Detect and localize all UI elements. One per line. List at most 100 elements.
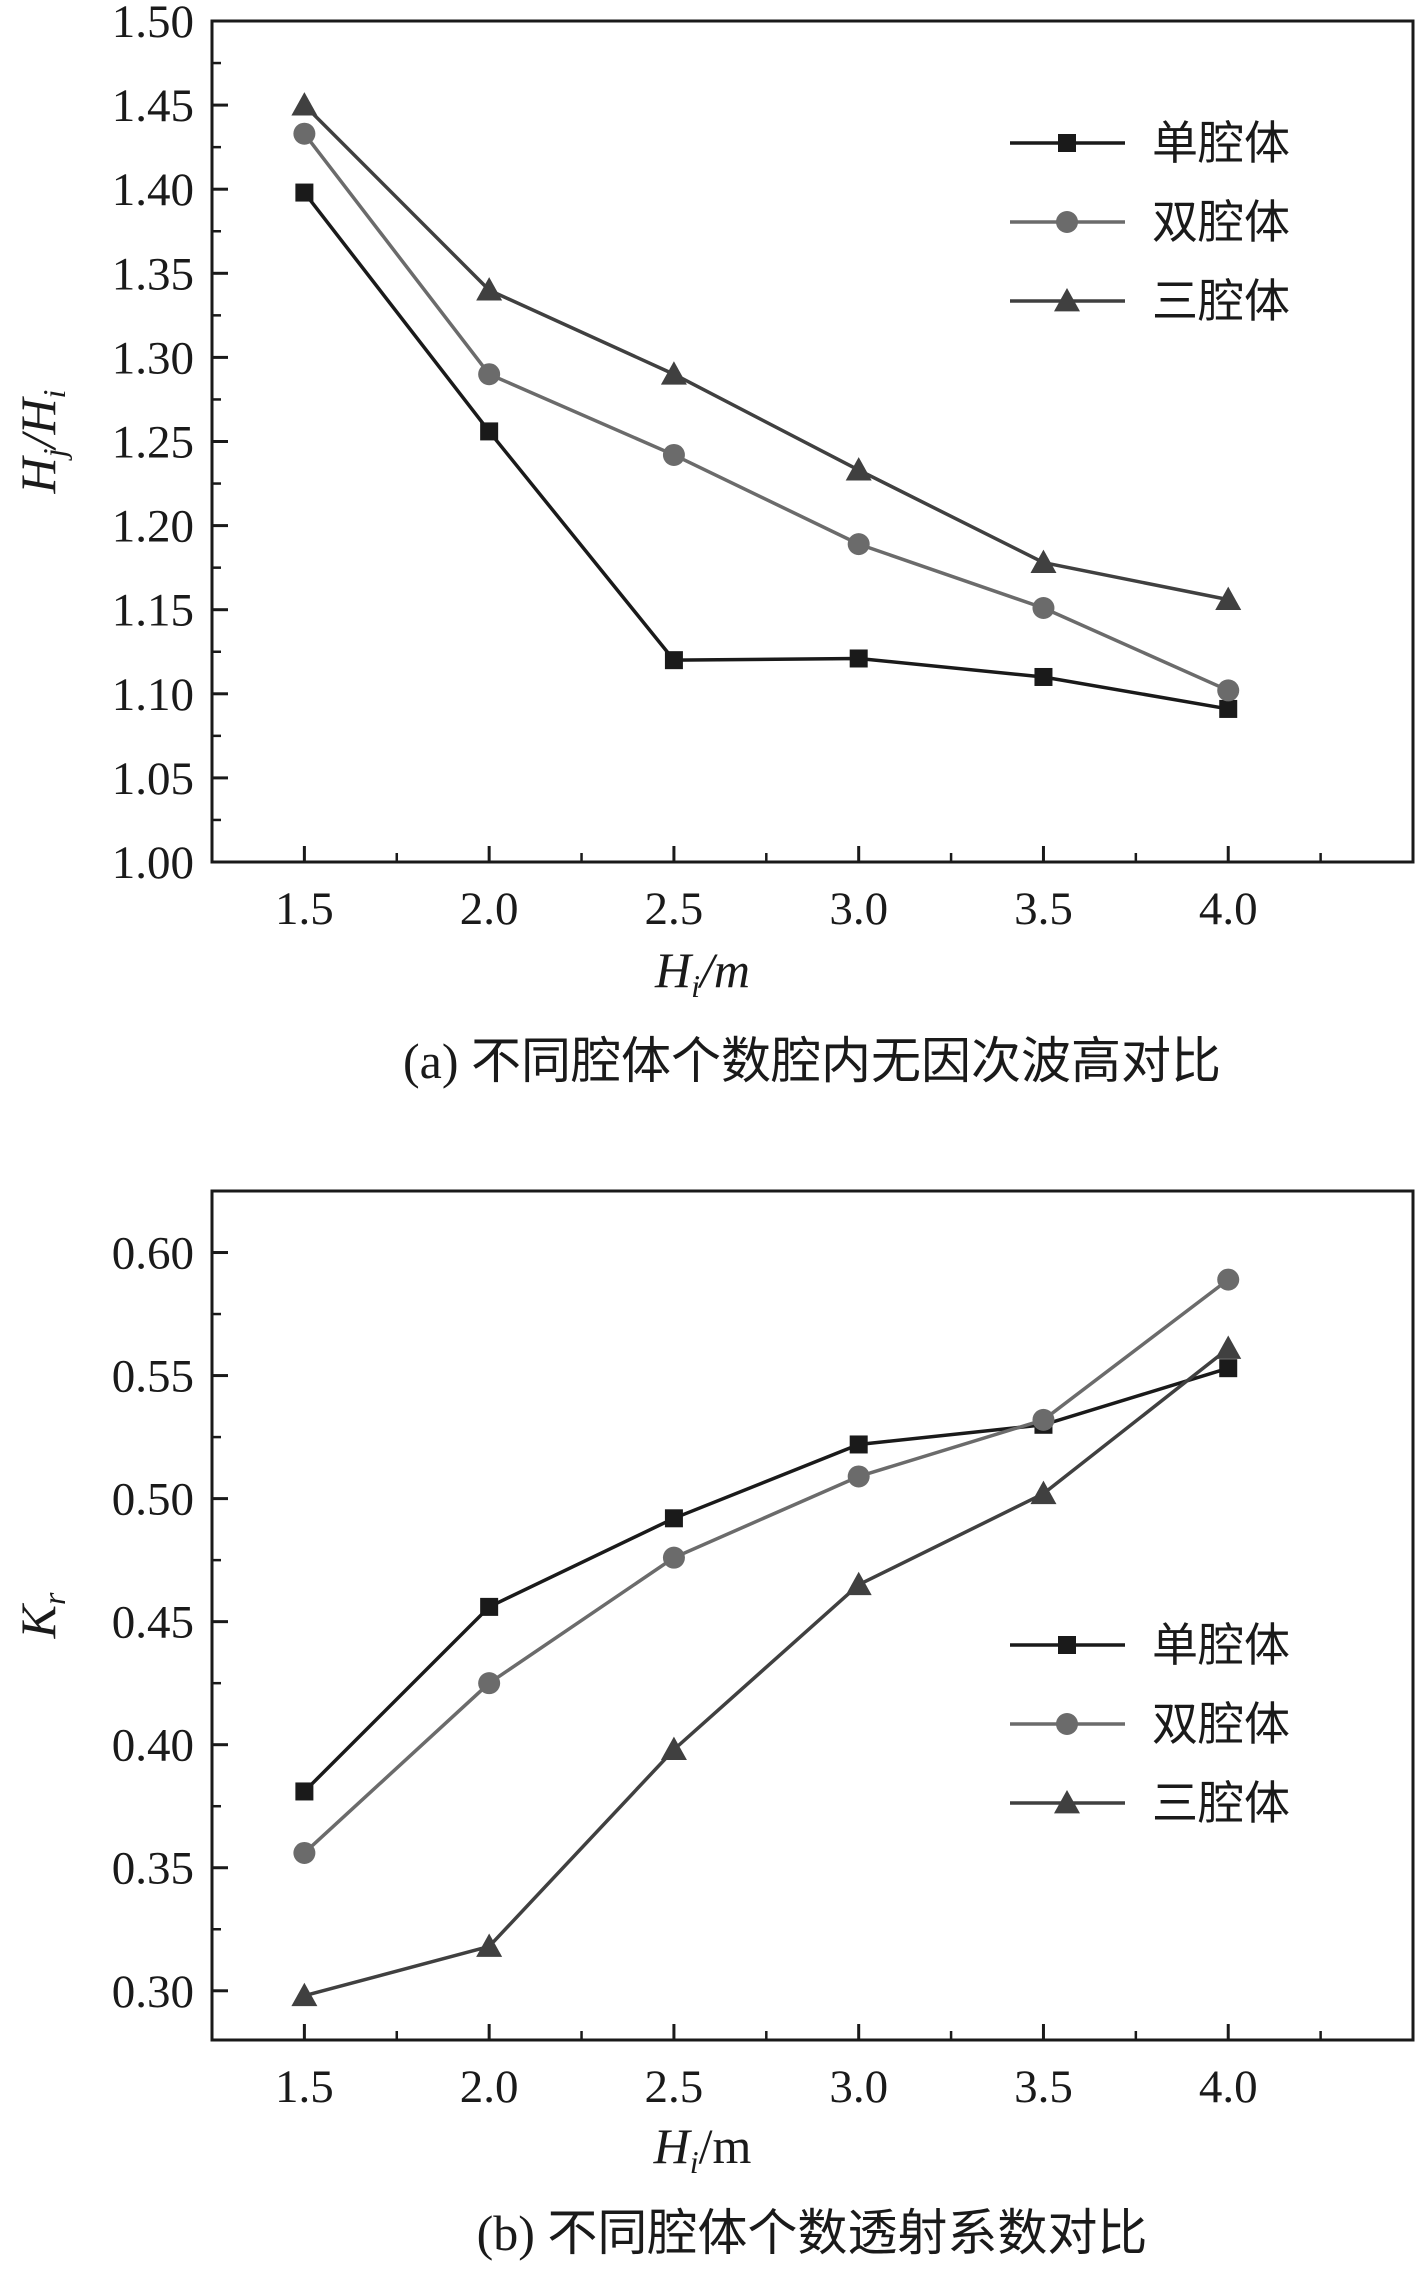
y-tick-label: 1.10 bbox=[112, 669, 194, 721]
data-point bbox=[478, 363, 501, 386]
data-point bbox=[1215, 1335, 1242, 1359]
y-tick-label: 1.45 bbox=[112, 80, 194, 132]
data-point bbox=[1215, 586, 1242, 611]
data-point bbox=[1219, 1359, 1238, 1378]
chart-b: 0.30 0.35 0.40 0.45 0.50 0.55 0.60 1.5 2.0 2.5 3.0… bbox=[10, 1189, 1415, 2261]
data-point bbox=[662, 443, 685, 466]
y-tick-label: 1.50 bbox=[112, 0, 194, 48]
y-axis-title-sub: i bbox=[36, 390, 72, 399]
data-point bbox=[664, 1509, 683, 1528]
data-point bbox=[845, 1571, 872, 1596]
data-point bbox=[1034, 667, 1053, 686]
x-axis-title-main: H bbox=[653, 2118, 693, 2174]
y-tick-label: 1.05 bbox=[112, 753, 194, 805]
x-tick-label: 3.5 bbox=[1014, 2061, 1073, 2113]
data-point bbox=[476, 277, 503, 301]
legend-label: 三腔体 bbox=[1152, 1776, 1290, 1830]
x-tick-label: 4.0 bbox=[1199, 2061, 1258, 2113]
data-point bbox=[1030, 1480, 1057, 1505]
data-point bbox=[664, 651, 683, 670]
x-tick-label: 2.5 bbox=[645, 883, 704, 935]
chart-caption: (b) 不同腔体个数透射系数对比 bbox=[477, 2205, 1148, 2261]
legend-marker bbox=[1056, 1713, 1078, 1735]
data-point bbox=[847, 533, 870, 556]
series-line bbox=[302, 132, 1229, 693]
x-tick-label: 2.0 bbox=[460, 883, 519, 935]
data-point bbox=[849, 649, 868, 668]
series-line bbox=[303, 1278, 1230, 1855]
y-tick-label: 1.20 bbox=[112, 501, 194, 553]
y-tick-label: 1.30 bbox=[112, 332, 194, 384]
x-axis-title-sub: i bbox=[691, 968, 700, 1004]
series-line bbox=[303, 1366, 1229, 1793]
data-point bbox=[1032, 1408, 1055, 1431]
data-point bbox=[845, 457, 872, 481]
y-tick-label: 1.00 bbox=[112, 837, 194, 889]
x-tick-label: 1.5 bbox=[275, 2061, 334, 2113]
y-axis-title-main: K bbox=[10, 1602, 66, 1639]
series-line bbox=[303, 1347, 1230, 1998]
y-axis-title: Hj/Hi bbox=[10, 390, 72, 495]
series-line bbox=[303, 191, 1229, 711]
data-point bbox=[293, 1841, 316, 1864]
y-tick-label: 0.40 bbox=[112, 1720, 194, 1772]
legend-label: 单腔体 bbox=[1152, 1618, 1290, 1672]
x-axis-title-suffix: /m bbox=[697, 942, 750, 998]
x-axis-title: Hi/m bbox=[653, 2118, 752, 2180]
y-axis-title-mid: /H bbox=[10, 396, 66, 452]
data-point bbox=[480, 1597, 499, 1616]
chart-caption: (a) 不同腔体个数腔内无因次波高对比 bbox=[403, 1033, 1221, 1089]
x-axis-title-main: H bbox=[654, 942, 694, 998]
data-point bbox=[295, 1782, 314, 1801]
x-tick-label: 2.5 bbox=[645, 2061, 704, 2113]
data-point bbox=[847, 1465, 870, 1488]
data-point bbox=[660, 1736, 687, 1761]
y-axis-title: Kr bbox=[10, 1592, 72, 1639]
x-tick-label: 1.5 bbox=[275, 883, 334, 935]
data-point bbox=[660, 361, 687, 385]
y-tick-label: 0.50 bbox=[112, 1474, 194, 1526]
data-point bbox=[1032, 597, 1055, 620]
data-point bbox=[291, 1982, 318, 2007]
data-point bbox=[291, 92, 318, 116]
x-tick-label: 4.0 bbox=[1199, 883, 1258, 935]
legend-label: 双腔体 bbox=[1152, 195, 1290, 249]
y-tick-label: 0.60 bbox=[112, 1228, 194, 1280]
legend-marker bbox=[1054, 288, 1080, 312]
y-tick-label: 0.35 bbox=[112, 1843, 194, 1895]
legend-marker bbox=[1058, 134, 1076, 152]
x-tick-label: 2.0 bbox=[460, 2061, 519, 2113]
y-tick-label: 0.30 bbox=[112, 1966, 194, 2018]
y-tick-label: 1.35 bbox=[112, 248, 194, 300]
y-tick-label: 1.15 bbox=[112, 585, 194, 637]
x-axis-title-suffix: /m bbox=[699, 2118, 752, 2174]
y-axis-title-main: H bbox=[10, 454, 66, 494]
plot-frame bbox=[210, 1189, 1415, 2042]
data-point bbox=[1219, 699, 1238, 718]
data-point bbox=[1030, 549, 1057, 574]
data-point bbox=[480, 422, 499, 441]
data-point bbox=[478, 1672, 501, 1695]
legend-label: 三腔体 bbox=[1152, 274, 1290, 328]
y-tick-label: 0.45 bbox=[112, 1597, 194, 1649]
y-axis-title-sub: r bbox=[36, 1592, 72, 1605]
data-point bbox=[295, 183, 314, 202]
y-tick-label: 0.55 bbox=[112, 1351, 194, 1403]
x-tick-label: 3.0 bbox=[829, 883, 888, 935]
y-tick-label: 1.40 bbox=[112, 164, 194, 216]
legend-label: 单腔体 bbox=[1152, 116, 1290, 170]
legend-marker bbox=[1058, 1636, 1076, 1654]
data-point bbox=[1217, 679, 1240, 702]
legend-label: 双腔体 bbox=[1152, 1697, 1290, 1751]
x-tick-label: 3.5 bbox=[1014, 883, 1073, 935]
x-axis-title: Hi/m bbox=[654, 942, 750, 1004]
data-point bbox=[849, 1435, 868, 1454]
data-point bbox=[662, 1546, 685, 1569]
data-point bbox=[476, 1933, 503, 1957]
y-axis-title-sub: j bbox=[36, 448, 72, 461]
x-tick-label: 3.0 bbox=[829, 2061, 888, 2113]
legend-marker bbox=[1054, 1790, 1080, 1814]
x-axis-title-sub: i bbox=[690, 2144, 699, 2180]
series-line bbox=[303, 103, 1229, 602]
data-point bbox=[293, 122, 316, 145]
